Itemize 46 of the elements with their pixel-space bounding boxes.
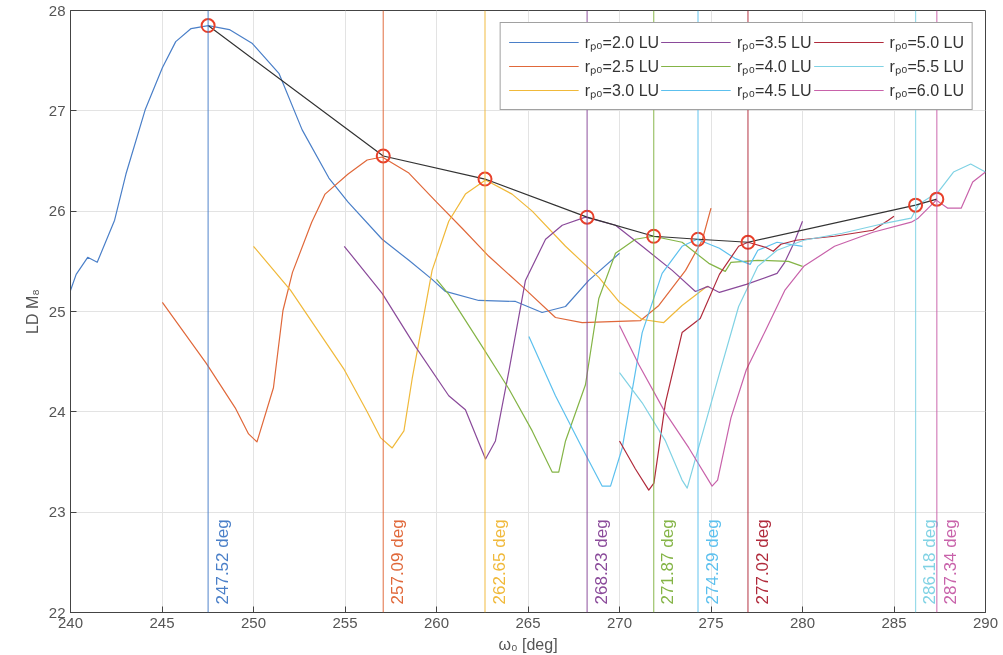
- x-tick-label: 280: [789, 613, 816, 631]
- point: [690, 231, 706, 247]
- x-tick-label: 255: [332, 613, 358, 631]
- legend-label: rₚ₀=2.0 LU: [584, 33, 660, 53]
- y-tick-label: 27: [48, 101, 66, 119]
- point: [646, 228, 662, 244]
- y-tick-label: 25: [48, 302, 66, 320]
- ref-line-label: 262.65 deg: [489, 519, 509, 605]
- legend-label: rₚ₀=6.0 LU: [889, 81, 964, 101]
- x-tick-label: 275: [698, 613, 724, 631]
- point: [740, 234, 756, 250]
- legend-label: rₚ₀=5.0 LU: [889, 33, 964, 53]
- point: [375, 148, 391, 164]
- x-tick-label: 260: [423, 613, 450, 631]
- line-series: [207, 24, 938, 243]
- point: [929, 191, 945, 207]
- point: [477, 171, 493, 187]
- x-tick-label: 290: [972, 613, 999, 631]
- legend-label: rₚ₀=4.5 LU: [737, 81, 812, 101]
- x-tick-label: 265: [515, 613, 541, 631]
- y-tick-label: 23: [48, 503, 66, 521]
- legend-label: rₚ₀=3.0 LU: [584, 81, 660, 101]
- x-tick-label: 270: [606, 613, 633, 631]
- legend-label: rₚ₀=2.5 LU: [584, 57, 660, 77]
- ref-line-label: 257.09 deg: [387, 519, 407, 605]
- ref-line-label: 274.29 deg: [702, 519, 722, 605]
- ref-line-label: 247.52 deg: [212, 519, 232, 605]
- y-axis-title: LD M₈: [23, 289, 41, 334]
- point: [908, 197, 924, 213]
- y-tick-label: 26: [48, 202, 66, 220]
- point: [579, 209, 595, 225]
- x-tick-label: 245: [149, 613, 175, 631]
- point: [200, 18, 216, 34]
- x-tick-label: 285: [881, 613, 907, 631]
- y-tick-label: 24: [48, 402, 66, 420]
- ref-line-label: 287.34 deg: [941, 519, 961, 605]
- ref-line-label: 271.87 deg: [658, 519, 678, 605]
- legend-label: rₚ₀=4.0 LU: [737, 57, 812, 77]
- x-tick-label: 250: [240, 613, 267, 631]
- y-tick-label: 28: [48, 1, 66, 19]
- x-axis-title: ω₀ [deg]: [498, 635, 558, 653]
- legend-label: rₚ₀=5.5 LU: [889, 57, 964, 77]
- legend-label: rₚ₀=3.5 LU: [737, 33, 812, 53]
- ref-line-label: 286.18 deg: [920, 519, 940, 605]
- ref-line-label: 277.02 deg: [752, 519, 772, 605]
- ref-line-label: 268.23 deg: [591, 519, 611, 605]
